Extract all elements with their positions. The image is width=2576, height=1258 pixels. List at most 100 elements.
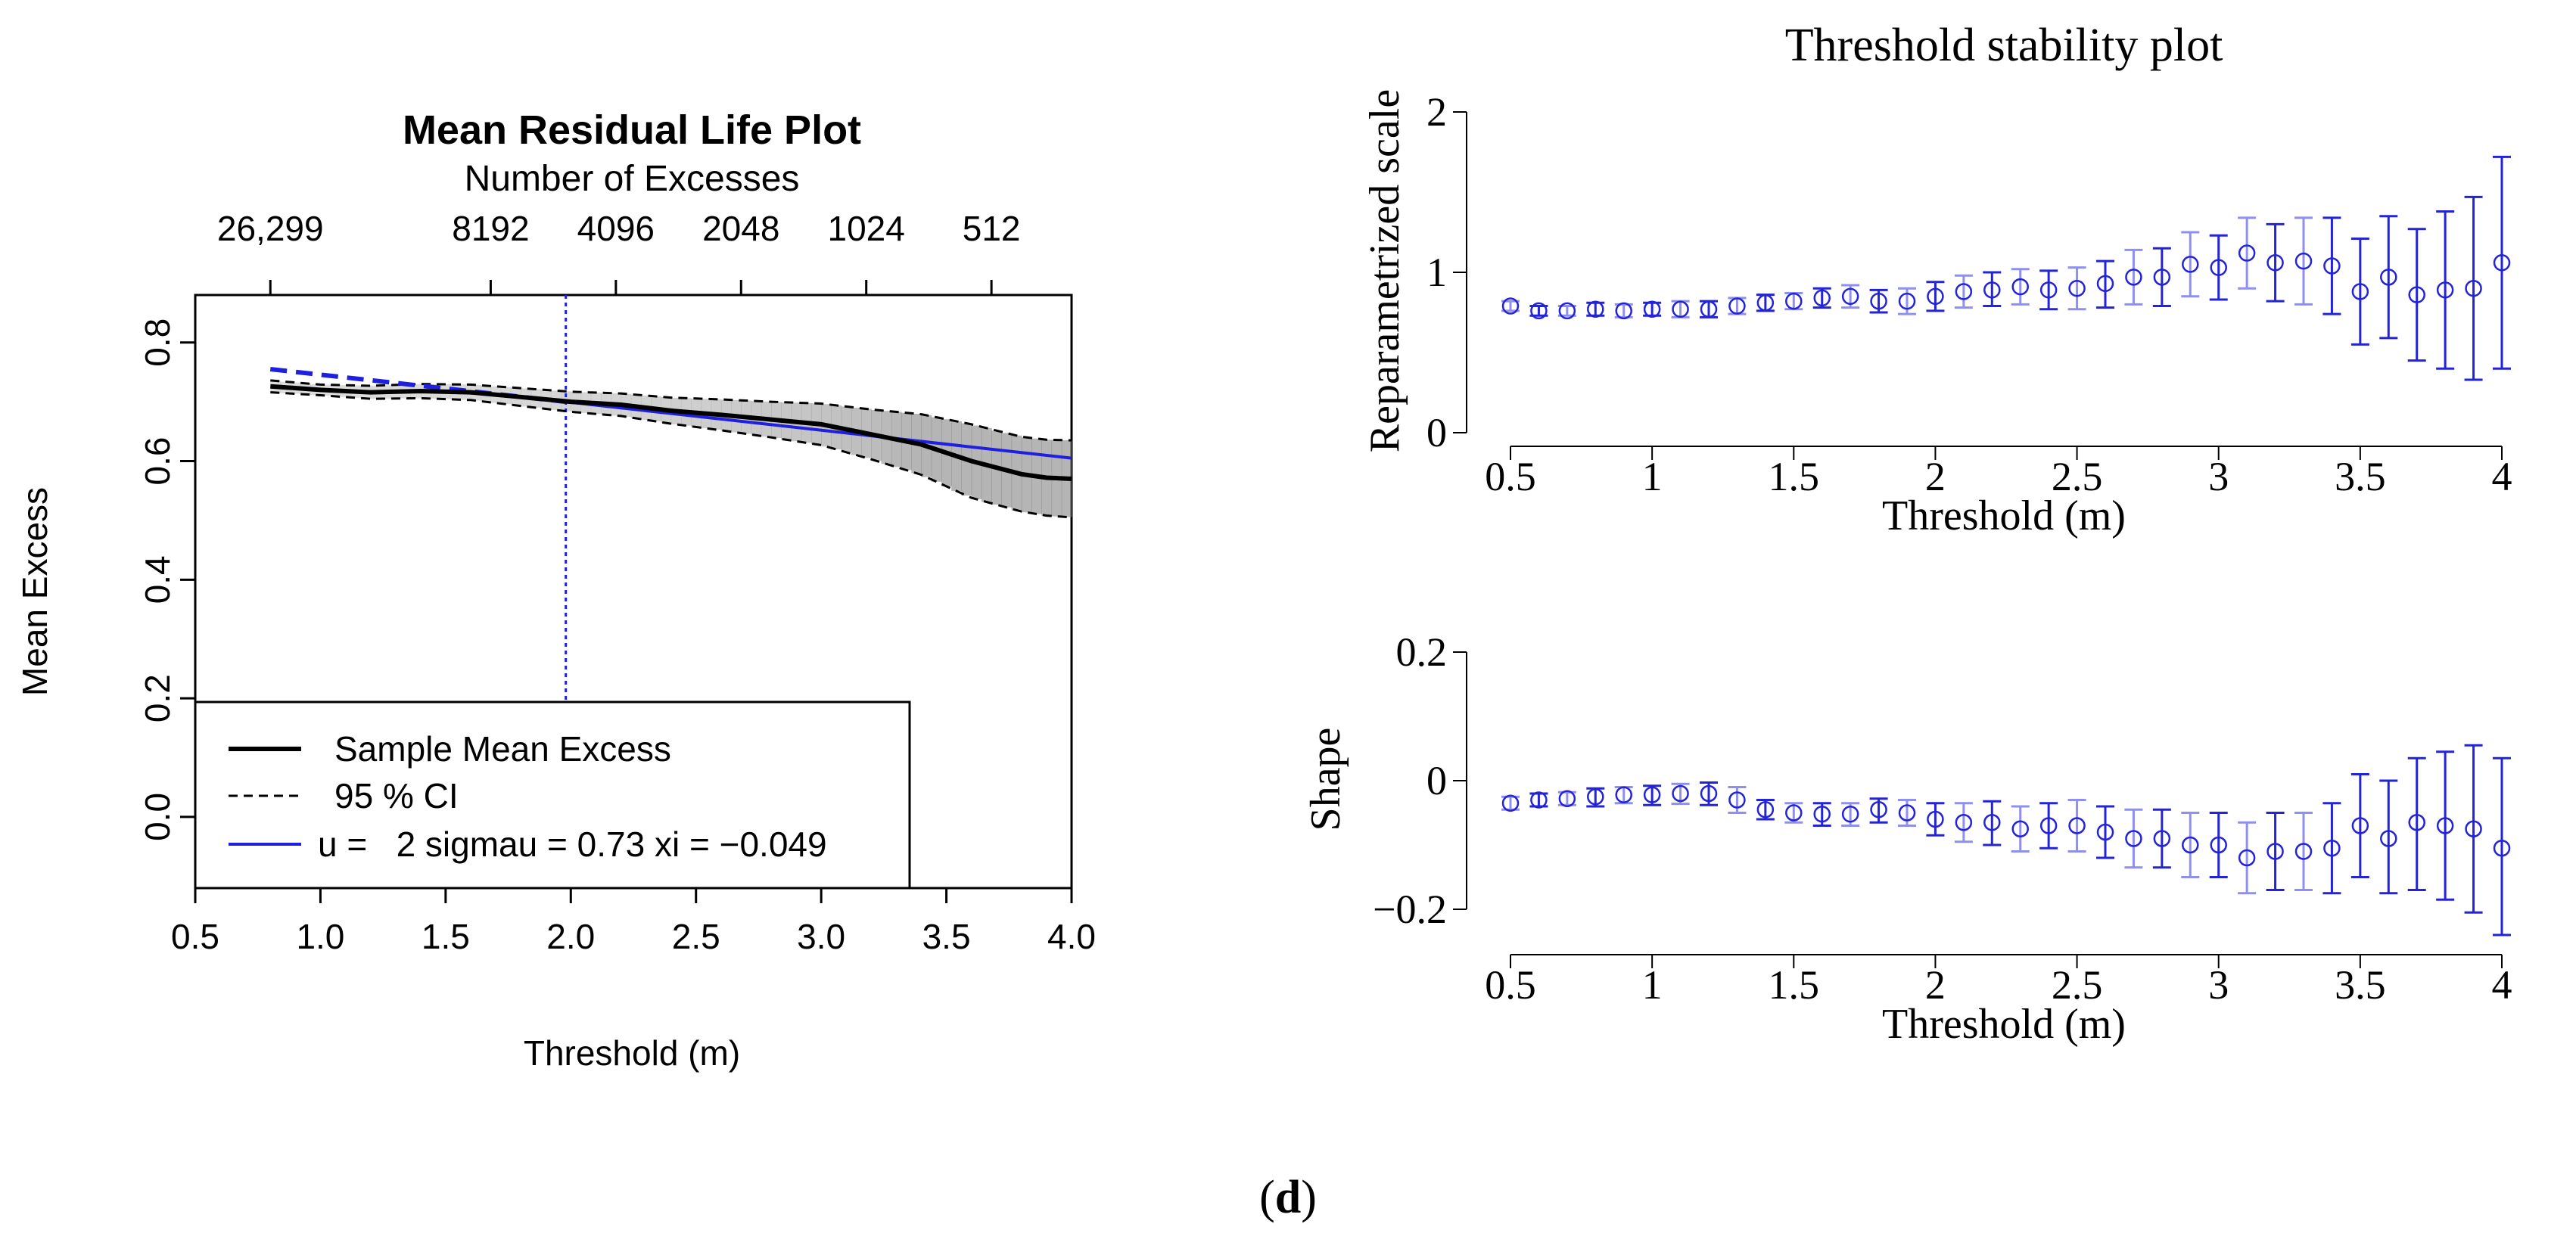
tsp-scale-point bbox=[1728, 297, 1746, 315]
tsp-shape-point bbox=[1643, 786, 1661, 803]
tsp-scale-x-tick-label: 3.5 bbox=[2335, 454, 2386, 499]
mrl-x-tick-label: 3.0 bbox=[797, 917, 845, 956]
tsp-shape-point bbox=[2153, 830, 2171, 847]
tsp-scale-x-tick-label: 1 bbox=[1642, 454, 1663, 499]
tsp-scale-point bbox=[1813, 289, 1831, 307]
tsp-shape-point bbox=[1841, 805, 1859, 823]
tsp-shape-point bbox=[1700, 784, 1718, 803]
tsp-shape-x-tick-label: 1 bbox=[1642, 962, 1663, 1008]
tsp-scale-point bbox=[1927, 287, 1944, 306]
tsp-shape-point bbox=[2351, 817, 2369, 834]
tsp-scale-y-tick-label: 2 bbox=[1426, 89, 1447, 135]
tsp-shape-point bbox=[2294, 843, 2313, 860]
tsp-shape-y-tick-label: −0.2 bbox=[1373, 887, 1447, 932]
threshold-stability-chart: Threshold stability plot 0 1 2 0.5 1 1.5 2 2.5… bbox=[1302, 20, 2512, 1048]
tsp-scale-x-tick-label: 0.5 bbox=[1485, 454, 1536, 499]
tsp-scale-y-label: Reparametrized scale bbox=[1361, 89, 1408, 452]
tsp-shape-point bbox=[1501, 794, 1520, 812]
tsp-shape-x-label: Threshold (m) bbox=[1882, 1001, 2126, 1048]
tsp-shape-point bbox=[2039, 817, 2058, 834]
mrl-y-tick-label: 0.4 bbox=[138, 555, 177, 604]
tsp-shape-x-tick-label: 1.5 bbox=[1769, 962, 1820, 1008]
tsp-scale-point bbox=[2465, 279, 2482, 297]
tsp-shape-point bbox=[2182, 836, 2199, 854]
tsp-shape-y-axis: −0.2 0 0.2 bbox=[1373, 629, 1467, 932]
tsp-shape-point bbox=[2465, 820, 2482, 837]
tsp-shape-point bbox=[1870, 801, 1887, 818]
tsp-scale-point bbox=[1955, 283, 1973, 300]
tsp-shape-point bbox=[2493, 840, 2511, 857]
tsp-scale-point bbox=[1672, 300, 1689, 318]
tsp-shape-point bbox=[2323, 840, 2341, 857]
tsp-shape-point bbox=[1983, 814, 2001, 831]
mrl-legend: Sample Mean Excess 95 % CI u = 2 sigmau … bbox=[194, 700, 911, 890]
mrl-top-tick-label: 2048 bbox=[702, 209, 779, 248]
tsp-shape-point bbox=[1955, 814, 1973, 831]
tsp-scale-x-tick-label: 2 bbox=[1925, 454, 1946, 499]
tsp-shape-point bbox=[1615, 786, 1632, 803]
tsp-shape-point bbox=[1558, 790, 1576, 808]
tsp-scale-point bbox=[1530, 302, 1548, 320]
mrl-y-tick-label: 0.0 bbox=[138, 793, 177, 841]
tsp-title: Threshold stability plot bbox=[1785, 20, 2223, 71]
mrl-x-tick-label: 2.5 bbox=[672, 917, 720, 956]
tsp-shape-estimates bbox=[1501, 744, 2511, 937]
tsp-shape-x-tick-label: 3 bbox=[2208, 962, 2229, 1008]
tsp-scale-panel: 0 1 2 0.5 1 1.5 2 2.5 3 3.5 4 Threshold (m) Repar… bbox=[1361, 89, 2512, 539]
tsp-shape-panel: −0.200.2 0.5 1 1.5 2 2.5 3 3.5 4 Threshold (m) … bbox=[1302, 629, 2512, 1048]
mrl-legend-label-mean: Sample Mean Excess bbox=[334, 729, 671, 769]
mean-residual-life-chart: Mean Residual Life Plot Number of Excess… bbox=[15, 107, 1096, 1073]
mrl-fit-line bbox=[565, 400, 1072, 460]
tsp-scale-point bbox=[1785, 292, 1803, 310]
tsp-shape-y-tick-label: 0 bbox=[1426, 758, 1447, 803]
tsp-scale-x-label: Threshold (m) bbox=[1882, 492, 2126, 539]
tsp-scale-point bbox=[2493, 254, 2511, 272]
tsp-shape-point bbox=[2266, 843, 2284, 860]
tsp-shape-point bbox=[1898, 804, 1916, 822]
tsp-shape-point bbox=[1672, 784, 1689, 803]
mrl-ci-lower-line bbox=[270, 391, 1072, 519]
tsp-scale-point bbox=[1983, 281, 2001, 299]
mrl-top-tick-label: 26,299 bbox=[217, 209, 324, 248]
tsp-scale-y-tick-label: 1 bbox=[1426, 250, 1447, 295]
tsp-shape-x-tick-label: 2.5 bbox=[2052, 962, 2103, 1008]
tsp-scale-point bbox=[2436, 281, 2454, 299]
mrl-x-tick-label: 3.5 bbox=[922, 917, 971, 956]
mrl-x-tick-label: 1.0 bbox=[296, 917, 344, 956]
tsp-scale-x-tick-label: 3 bbox=[2208, 454, 2229, 499]
tsp-scale-y-tick-label: 0 bbox=[1426, 410, 1447, 455]
mrl-title: Mean Residual Life Plot bbox=[403, 107, 861, 153]
tsp-shape-point bbox=[2125, 830, 2142, 847]
tsp-shape-point bbox=[2011, 820, 2029, 837]
tsp-shape-point bbox=[2436, 817, 2454, 834]
tsp-scale-point bbox=[1615, 302, 1632, 320]
mrl-legend-box bbox=[194, 700, 911, 890]
tsp-scale-x-tick-label: 4 bbox=[2492, 454, 2512, 499]
tsp-shape-x-axis: 0.5 1 1.5 2 2.5 3 3.5 4 bbox=[1485, 954, 2512, 1008]
tsp-shape-point bbox=[2238, 849, 2256, 867]
mrl-x-tick-label: 4.0 bbox=[1047, 917, 1096, 956]
mrl-top-axis-label: Number of Excesses bbox=[465, 159, 800, 199]
mrl-top-tick-label: 8192 bbox=[452, 209, 529, 248]
tsp-shape-point bbox=[2408, 814, 2425, 831]
mrl-top-axis-ticks: 26,299 8192 4096 2048 1024 512 bbox=[217, 209, 1021, 297]
tsp-scale-point bbox=[1756, 294, 1775, 312]
mrl-top-tick-label: 512 bbox=[963, 209, 1021, 248]
tsp-scale-point bbox=[1870, 292, 1887, 310]
tsp-scale-x-tick-label: 2.5 bbox=[2052, 454, 2103, 499]
tsp-scale-point bbox=[1587, 300, 1604, 318]
tsp-scale-point bbox=[2068, 279, 2086, 297]
mrl-sample-mean-excess-line bbox=[270, 384, 1072, 481]
tsp-shape-point bbox=[1927, 810, 1944, 828]
tsp-shape-point bbox=[2096, 823, 2114, 841]
tsp-shape-point bbox=[1756, 801, 1775, 818]
mrl-x-tick-label: 1.5 bbox=[422, 917, 470, 956]
tsp-scale-point bbox=[2011, 278, 2029, 296]
tsp-scale-estimates bbox=[1501, 155, 2511, 381]
mrl-y-tick-label: 0.6 bbox=[138, 437, 177, 486]
mrl-top-tick-label: 1024 bbox=[828, 209, 905, 248]
tsp-scale-point bbox=[2182, 256, 2199, 273]
tsp-shape-point bbox=[2380, 830, 2397, 847]
mrl-legend-label-fit: u = 2 sigmau = 0.73 xi = −0.049 bbox=[318, 825, 827, 864]
tsp-scale-point bbox=[2266, 254, 2284, 272]
